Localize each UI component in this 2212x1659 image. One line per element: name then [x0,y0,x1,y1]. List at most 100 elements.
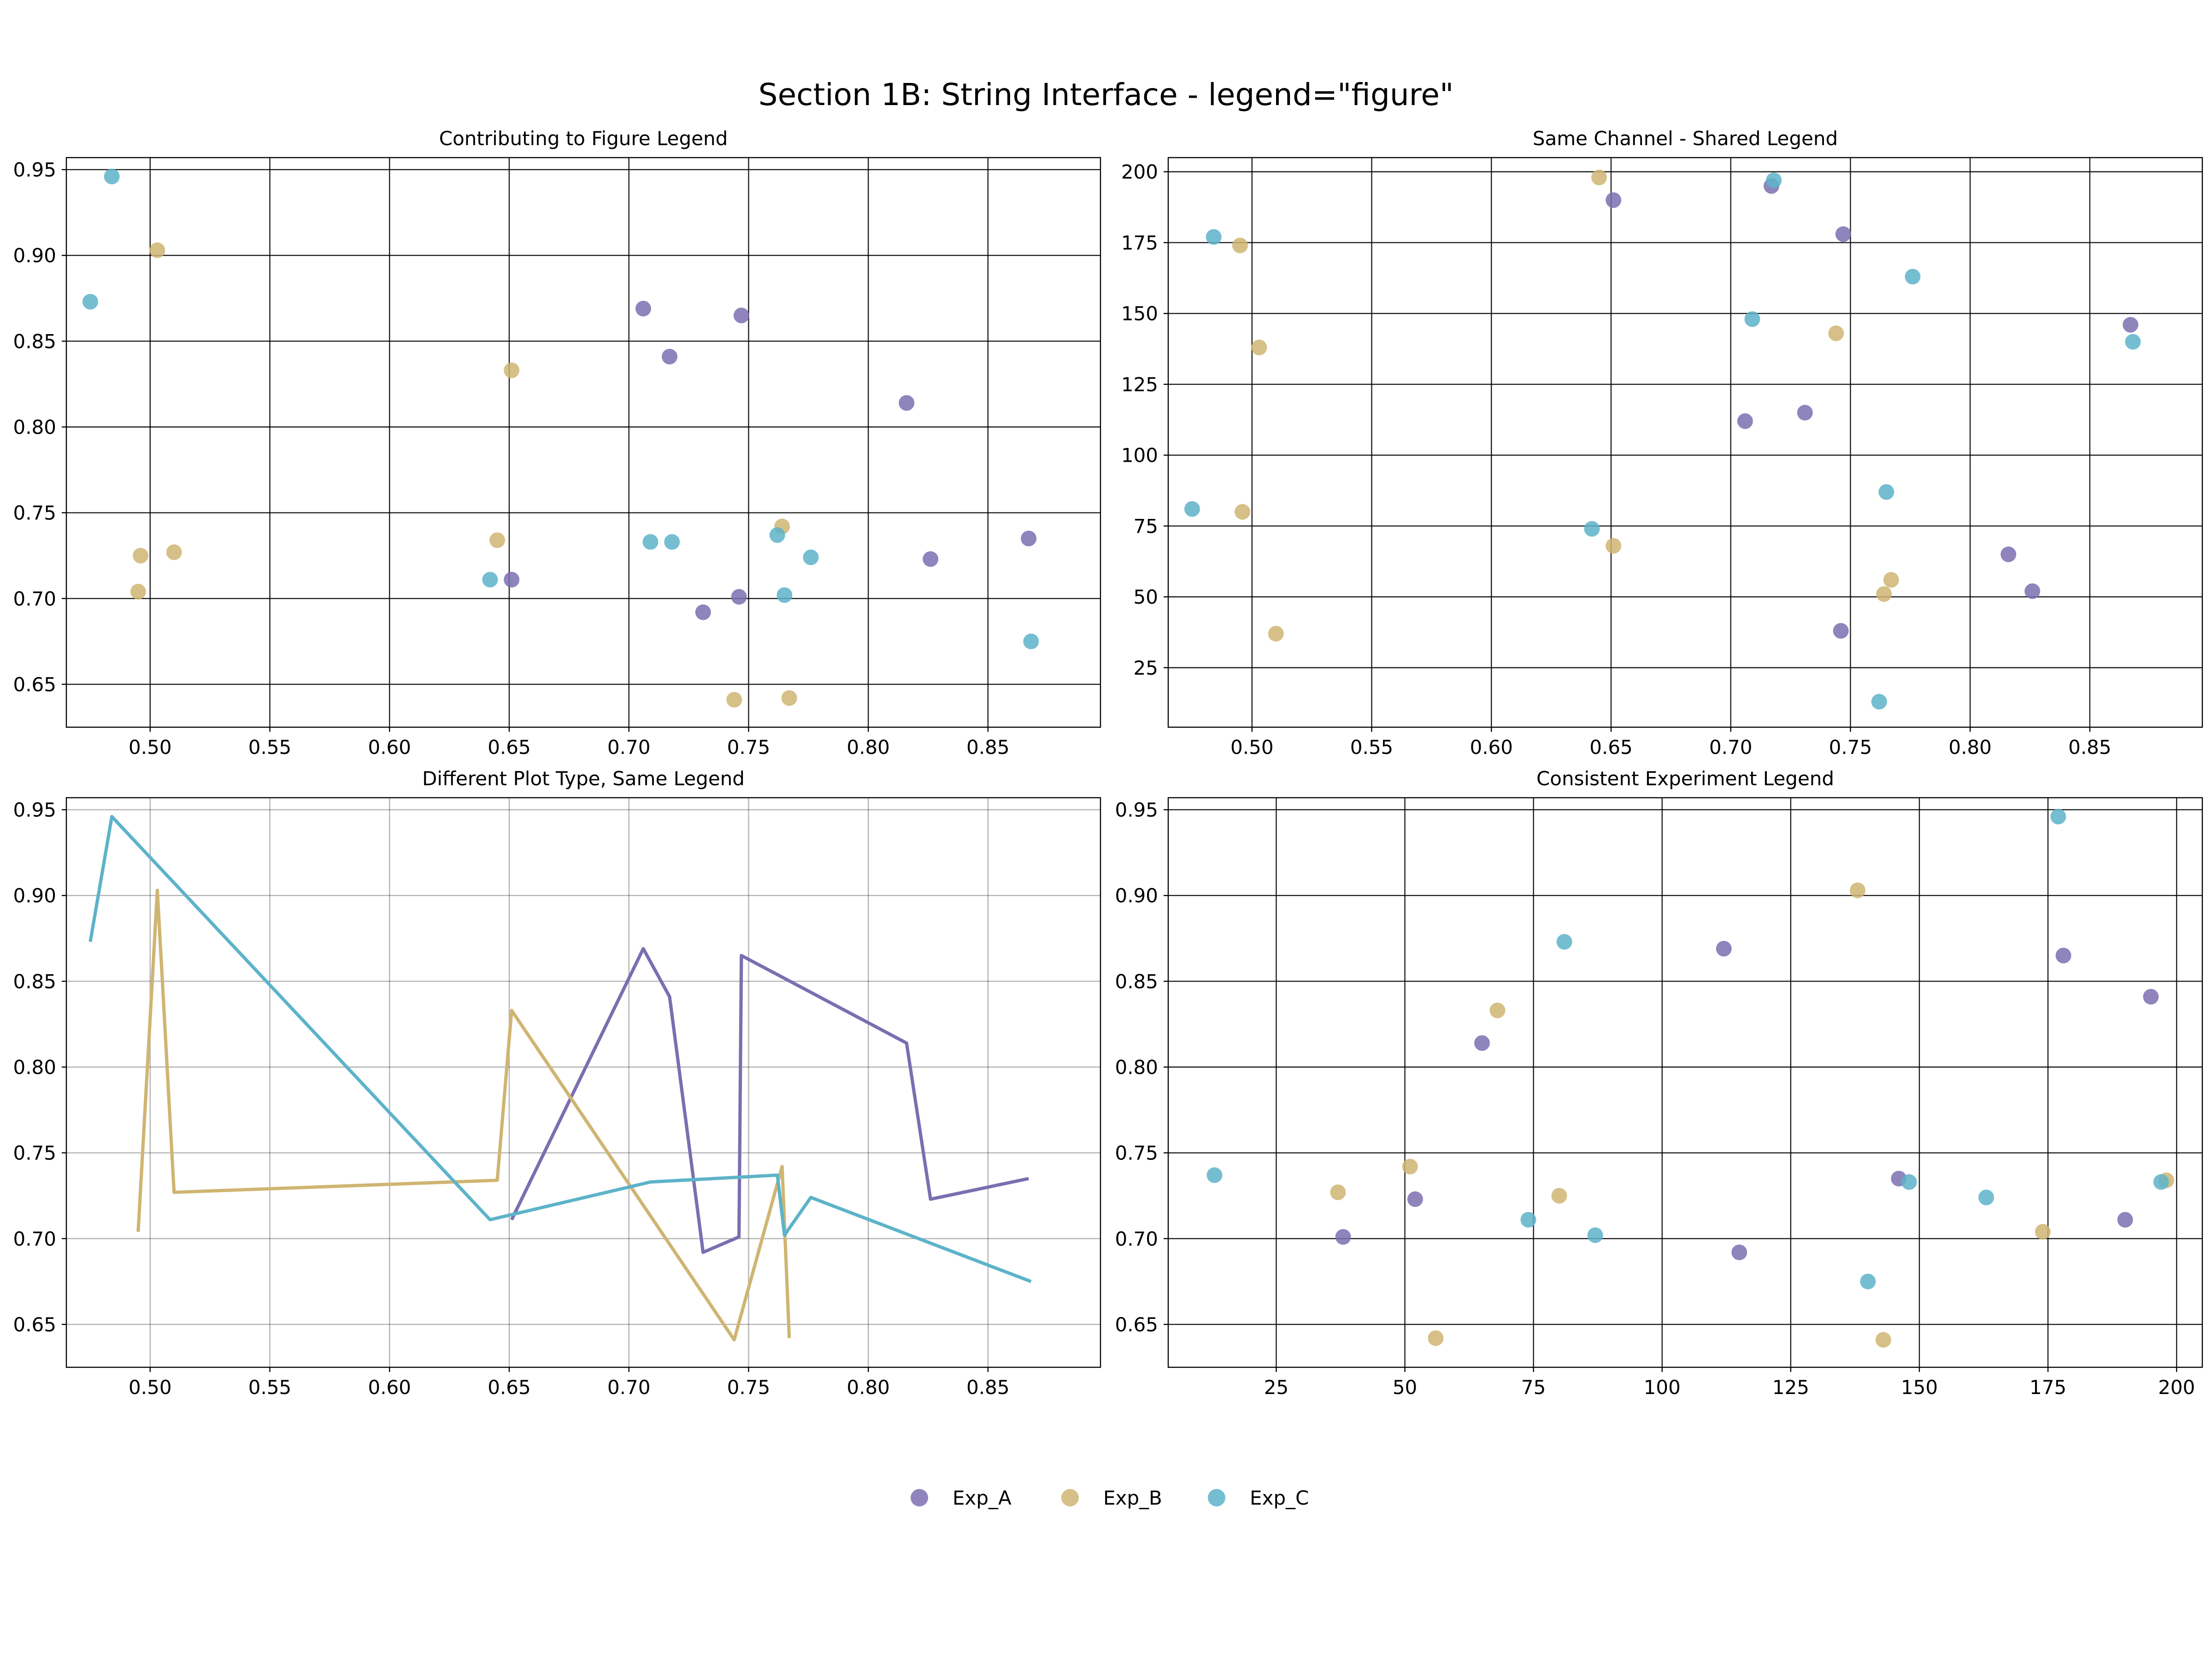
x-tick-label: 0.70 [1709,736,1753,759]
data-point-exp-b [133,547,149,564]
data-point-exp-a [1797,405,1813,421]
figure-legend: Exp_A Exp_B Exp_C [911,1487,1309,1509]
data-point-exp-a [899,395,915,411]
x-tick-label: 0.55 [248,1376,292,1399]
data-point-exp-b [1883,572,1899,588]
y-tick-label: 0.75 [1115,1142,1158,1165]
data-point-exp-b [1828,325,1844,341]
x-tick-label: 0.80 [1948,736,1992,759]
data-point-exp-a [923,551,939,567]
data-point-exp-a [2123,317,2139,333]
data-point-exp-c [1556,934,1572,950]
data-point-exp-b [2035,1224,2051,1240]
legend-item-exp-c: Exp_C [1208,1487,1309,1509]
axes-frame [1167,157,2203,728]
data-point-exp-b [1235,504,1251,520]
data-point-exp-c [2050,808,2066,824]
data-point-exp-c [2125,334,2141,350]
data-point-exp-c [1520,1212,1536,1228]
y-tick-label: 0.90 [13,244,56,267]
data-point-exp-c [1878,484,1894,500]
data-point-exp-b [1551,1188,1567,1204]
data-point-exp-a [2055,947,2071,964]
data-point-exp-a [635,300,651,317]
x-tick-label: 0.75 [727,736,771,759]
x-tick-label: 0.65 [1589,736,1633,759]
y-tick-label: 0.95 [13,159,56,181]
y-tick-label: 125 [1121,373,1158,396]
data-point-exp-b [1232,237,1248,253]
data-point-exp-c [2153,1174,2169,1190]
x-tick-label: 0.65 [488,736,531,759]
y-tick-label: 0.70 [1115,1228,1158,1250]
legend-item-exp-a: Exp_A [911,1487,1012,1509]
data-point-exp-b [130,583,146,600]
data-point-exp-b [1489,1002,1506,1018]
data-point-exp-a [2117,1212,2133,1228]
subplot-2-title: Same Channel - Shared Legend [1533,127,1838,150]
data-point-exp-b [1591,170,1607,186]
y-tick-label: 200 [1121,161,1158,183]
x-tick-label: 0.85 [966,736,1010,759]
data-point-exp-a [1835,226,1851,242]
axes-frame [1167,797,2203,1368]
data-point-exp-b [1402,1159,1418,1175]
x-tick-label: 0.80 [847,1376,890,1399]
data-point-exp-c [1905,269,1921,285]
data-point-exp-a [1731,1244,1747,1260]
y-tick-label: 0.80 [13,416,56,438]
data-point-exp-b [166,544,182,560]
y-tick-label: 150 [1121,302,1158,325]
data-point-exp-a [504,571,520,588]
y-tick-label: 0.85 [13,330,56,353]
x-tick-label: 0.60 [1470,736,1513,759]
x-tick-label: 0.60 [368,1376,411,1399]
x-tick-label: 200 [2158,1376,2195,1399]
data-point-exp-b [1268,626,1284,642]
axes-frame [65,797,1101,1368]
legend-marker [1061,1489,1079,1506]
data-point-exp-b [1428,1330,1444,1346]
y-tick-label: 0.85 [13,970,56,993]
data-point-exp-b [1876,586,1892,602]
subplot-3: Different Plot Type, Same Legend 0.50 0.55… [13,767,1101,1399]
data-point-exp-b [1251,340,1267,355]
legend-marker [1208,1489,1225,1506]
data-point-exp-b [781,690,797,706]
y-tick-label: 50 [1134,586,1158,608]
y-tick-label: 0.85 [1115,970,1158,993]
legend-marker [911,1489,928,1506]
y-tick-label: 100 [1121,444,1158,467]
data-point-exp-a [1833,623,1849,639]
x-tick-label: 0.65 [488,1376,531,1399]
data-point-exp-a [1737,413,1753,429]
data-point-exp-c [1206,1167,1223,1183]
x-tick-label: 0.60 [368,736,411,759]
data-point-exp-c [1184,501,1200,517]
plot-area [1184,170,2141,710]
data-point-exp-c [1587,1227,1603,1243]
data-point-exp-b [1606,538,1622,554]
data-point-exp-b [1330,1184,1346,1200]
legend-label: Exp_B [1103,1487,1162,1509]
subplot-1-title: Contributing to Figure Legend [439,127,728,150]
data-point-exp-a [1407,1191,1423,1207]
x-tick-label: 0.75 [727,1376,771,1399]
data-point-exp-a [733,307,749,324]
data-point-exp-c [1584,521,1600,537]
data-point-exp-b [726,692,742,708]
x-tick-label: 0.55 [1350,736,1394,759]
legend-item-exp-b: Exp_B [1061,1487,1162,1509]
data-point-exp-c [1901,1174,1917,1190]
data-point-exp-b [504,362,520,378]
plot-area [82,168,1039,708]
y-tick-label: 0.90 [13,884,56,907]
legend-label: Exp_C [1250,1487,1309,1509]
data-point-exp-c [82,294,98,310]
y-tick-label: 0.65 [1115,1313,1158,1336]
subplot-3-title: Different Plot Type, Same Legend [422,767,745,790]
subplots: Contributing to Figure Legend 0.50 0.55 0.6… [13,127,2203,1399]
x-tick-label: 50 [1393,1376,1417,1399]
x-tick-label: 0.50 [129,1376,172,1399]
data-point-exp-a [2000,546,2017,562]
